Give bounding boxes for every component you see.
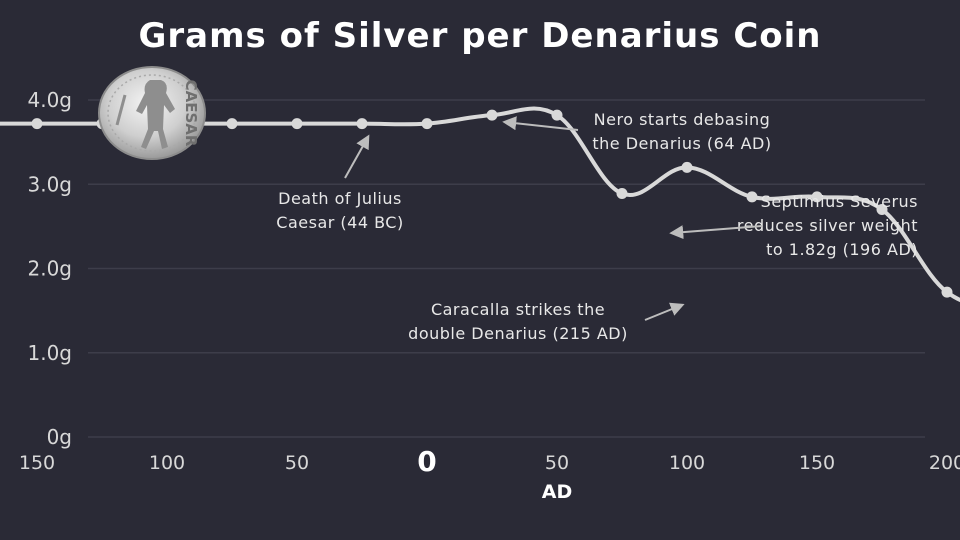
data-point — [31, 118, 43, 130]
annotation-text: Caracalla strikes the — [431, 300, 605, 319]
data-point — [811, 191, 823, 203]
x-tick-label: 50 — [285, 452, 309, 474]
x-tick-label: 0 — [417, 445, 436, 478]
data-point — [616, 188, 628, 200]
annotation-text: Death of Julius — [278, 189, 402, 208]
annotations: Death of Julius Caesar (44 BC) Nero starts… — [276, 110, 918, 343]
y-tick-label: 2.0g — [27, 257, 72, 281]
data-point — [356, 118, 368, 130]
chart-title: Grams of Silver per Denarius Coin — [138, 16, 822, 56]
y-tick-label: 1.0g — [27, 341, 72, 365]
x-axis: 25020015010050050100150200250300350BCAD — [19, 445, 960, 503]
data-point — [291, 118, 303, 130]
x-tick-label: 100 — [149, 452, 185, 474]
denarius-coin-image: CAESAR — [98, 66, 206, 160]
annotation-text: Nero starts debasing — [594, 110, 771, 129]
annotation-text: Septimius Severus — [761, 192, 918, 211]
annotation-arrow — [502, 116, 579, 131]
coin-inscription: CAESAR — [182, 80, 200, 147]
x-tick-label: 150 — [799, 452, 835, 474]
annotation-text: double Denarius (215 AD) — [408, 324, 628, 343]
annotation-arrow — [344, 134, 370, 179]
annotation-text: to 1.82g (196 AD) — [766, 240, 918, 259]
data-point — [421, 118, 433, 130]
x-tick-label: 100 — [669, 452, 705, 474]
x-tick-label: 150 — [19, 452, 55, 474]
annotation-text: the Denarius (64 AD) — [592, 134, 771, 153]
y-tick-label: 0g — [47, 425, 72, 449]
x-tick-label: 200 — [929, 452, 960, 474]
y-tick-label: 3.0g — [27, 172, 72, 196]
data-point — [941, 286, 953, 298]
data-point — [226, 118, 238, 130]
data-point — [681, 161, 693, 173]
era-label-ad: AD — [542, 481, 572, 503]
data-point — [746, 191, 758, 203]
annotation-text: reduces silver weight — [737, 216, 918, 235]
y-tick-label: 4.0g — [27, 88, 72, 112]
data-point — [876, 204, 888, 216]
annotation-arrow — [644, 302, 685, 321]
series-line-layer — [0, 106, 960, 303]
data-point — [551, 109, 563, 121]
annotation-arrow — [669, 225, 763, 240]
annotation-text: Caesar (44 BC) — [276, 213, 403, 232]
grid-layer — [88, 99, 925, 438]
data-point — [486, 109, 498, 121]
series-line — [0, 106, 960, 303]
x-tick-label: 50 — [545, 452, 569, 474]
y-axis: 0g 1.0g 2.0g 3.0g 4.0g — [27, 88, 72, 449]
